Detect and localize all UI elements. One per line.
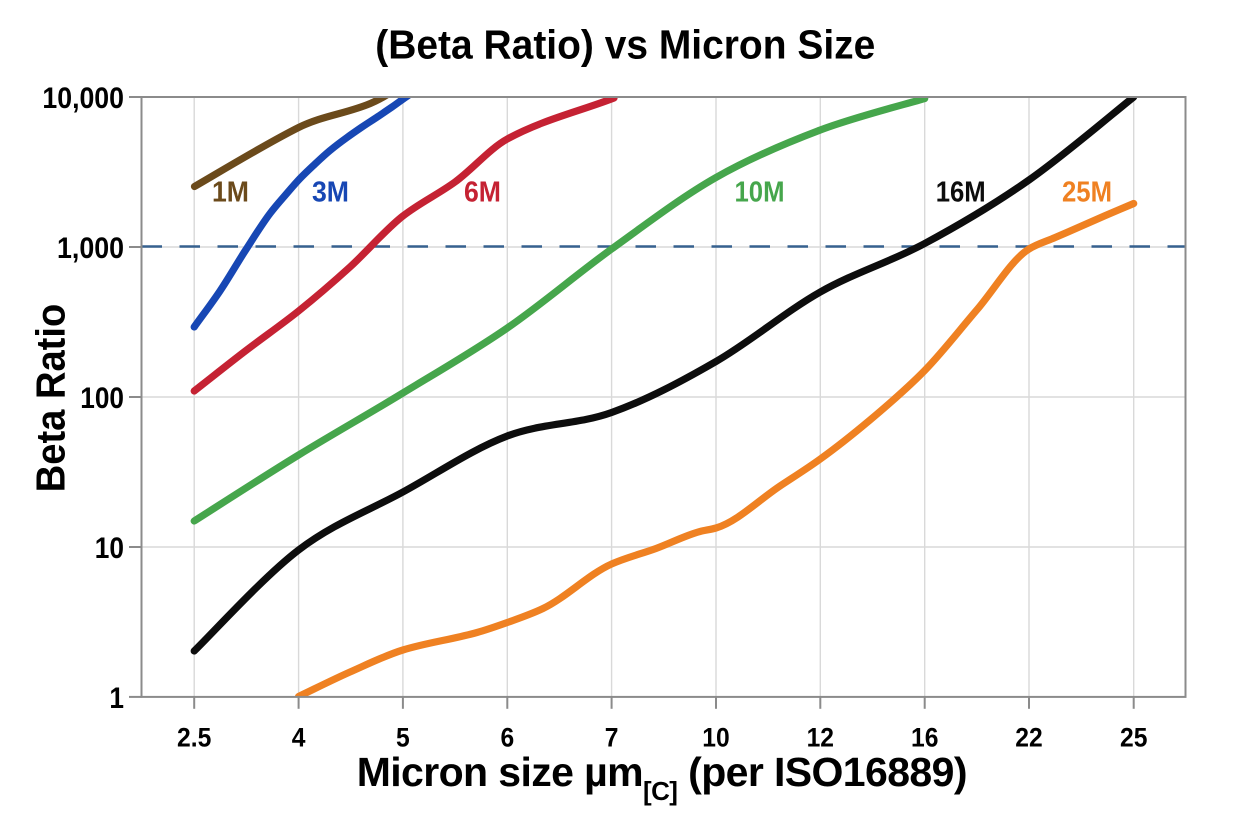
svg-text:4: 4 [292, 723, 306, 753]
svg-text:Beta Ratio: Beta Ratio [28, 304, 74, 493]
svg-text:3M: 3M [312, 177, 349, 209]
svg-text:10M: 10M [735, 177, 785, 209]
svg-text:2.5: 2.5 [177, 723, 211, 753]
svg-text:16M: 16M [936, 177, 986, 209]
svg-text:25M: 25M [1062, 177, 1112, 209]
svg-text:(Beta Ratio) vs Micron Size: (Beta Ratio) vs Micron Size [375, 22, 875, 68]
svg-text:10: 10 [702, 723, 729, 753]
svg-text:10,000: 10,000 [42, 82, 124, 115]
svg-text:1,000: 1,000 [57, 232, 124, 265]
svg-text:22: 22 [1015, 723, 1042, 753]
svg-text:6: 6 [500, 723, 514, 753]
svg-text:5: 5 [396, 723, 410, 753]
svg-text:1M: 1M [212, 177, 249, 209]
svg-text:6M: 6M [464, 177, 501, 209]
svg-text:16: 16 [911, 723, 938, 753]
svg-text:7: 7 [605, 723, 619, 753]
svg-text:12: 12 [807, 723, 834, 753]
svg-text:100: 100 [80, 382, 124, 415]
svg-text:25: 25 [1120, 723, 1147, 753]
svg-text:1: 1 [109, 682, 124, 715]
svg-text:10: 10 [95, 532, 124, 565]
